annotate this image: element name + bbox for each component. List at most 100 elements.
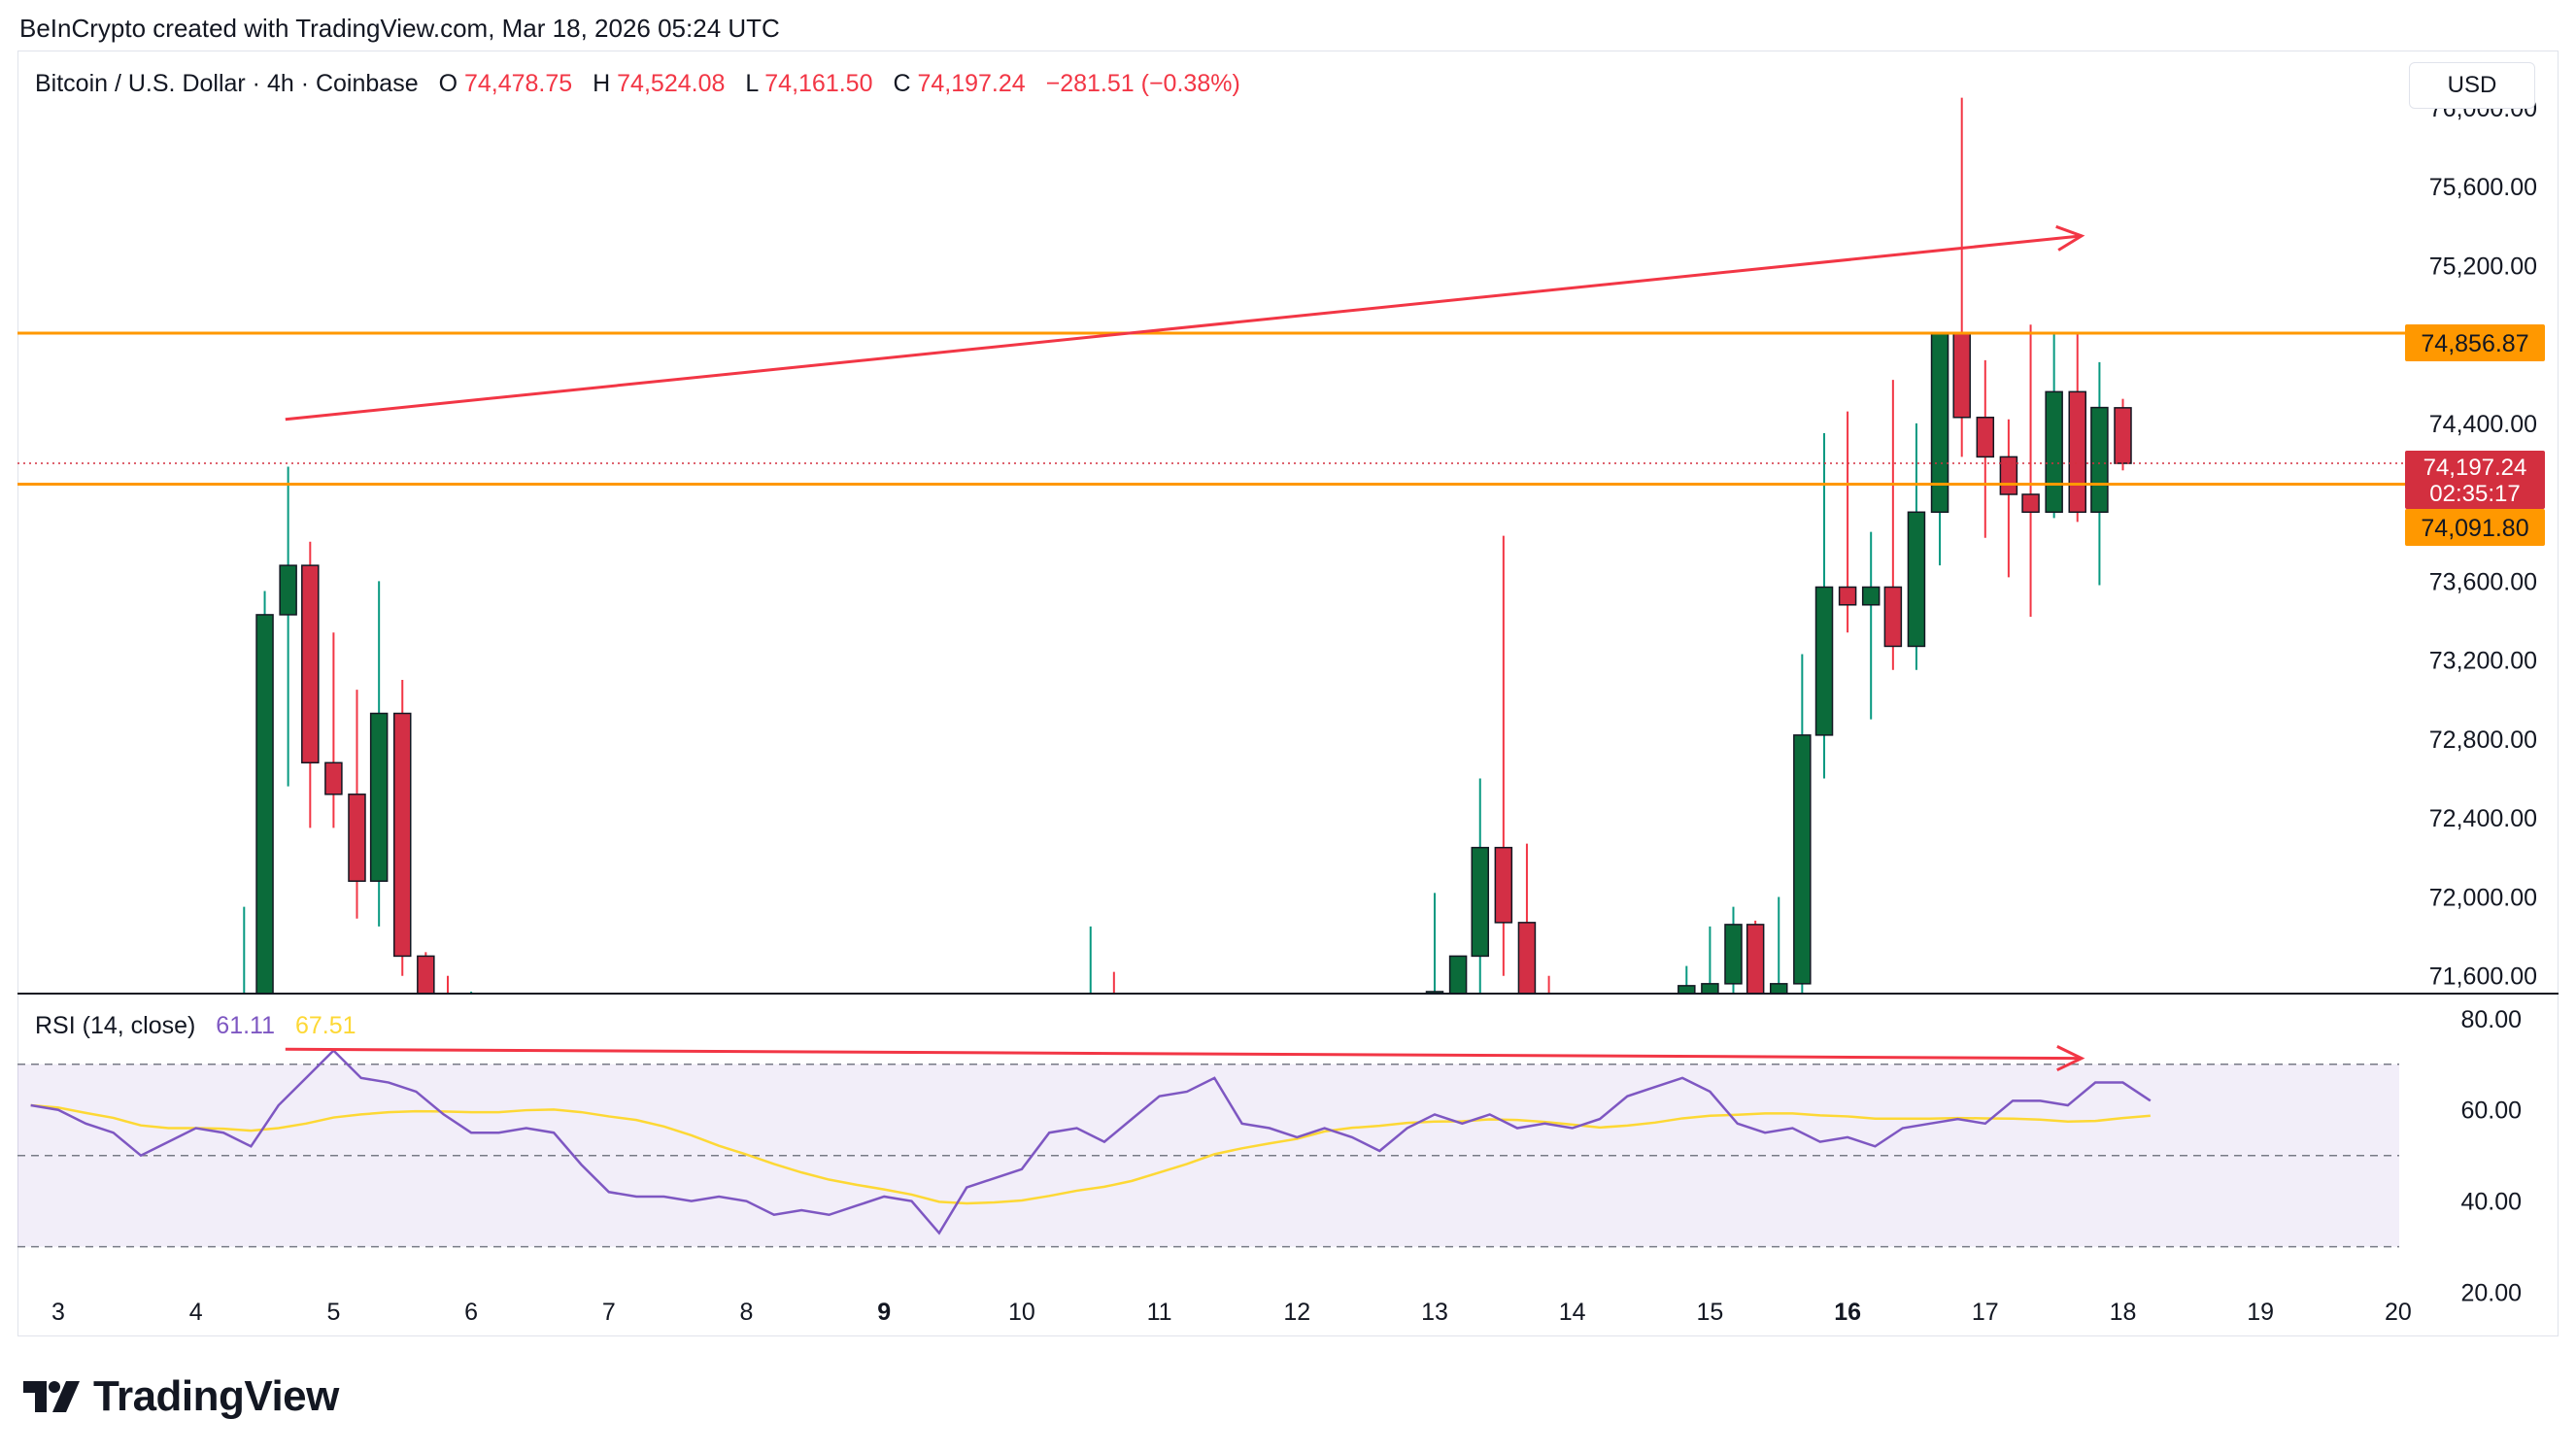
time-tick-label: 6 (464, 1299, 478, 1326)
time-tick-label: 9 (877, 1299, 891, 1326)
high-value: 74,524.08 (617, 70, 725, 97)
candle-body (1907, 511, 1926, 648)
price-tick-label: 74,400.00 (2429, 411, 2537, 438)
last-price-badge-text: 74,197.24 (2423, 455, 2527, 481)
price-legend: Bitcoin / U.S. Dollar · 4h · Coinbase O … (35, 70, 1240, 97)
low-label: L (745, 70, 759, 97)
price-tick-label: 73,200.00 (2429, 648, 2537, 675)
candle-body (1952, 331, 1971, 419)
rsi-divergence-arrow-head (2056, 1044, 2085, 1072)
time-tick-label: 20 (2385, 1299, 2412, 1326)
trend-arrow-head (2055, 224, 2085, 252)
rsi-legend: RSI (14, close) 61.11 67.51 (35, 1012, 356, 1039)
time-tick-label: 4 (189, 1299, 203, 1326)
time-tick-label: 10 (1008, 1299, 1035, 1326)
rsi-pane (17, 1044, 2399, 1248)
time-tick-label: 16 (1834, 1299, 1861, 1326)
candle-body (1793, 734, 1812, 985)
rsi-axis[interactable]: 80.00 60.00 40.00 20.00 (2460, 1006, 2522, 1307)
price-tick-label: 75,600.00 (2429, 174, 2537, 201)
candle-body (2090, 406, 2109, 514)
candle-body (2021, 493, 2040, 514)
currency-button[interactable]: USD (2409, 62, 2535, 109)
time-tick-label: 19 (2247, 1299, 2274, 1326)
last-price-badge (2405, 451, 2545, 509)
candle-body (1448, 955, 1468, 995)
candle-body (1471, 846, 1490, 958)
candle-body (1861, 586, 1881, 606)
candle-body (301, 564, 320, 764)
candle-body (1976, 417, 1995, 458)
symbol-label: Bitcoin / U.S. Dollar · 4h · Coinbase (35, 70, 419, 97)
low-value: 74,161.50 (764, 70, 872, 97)
candle-body (417, 955, 435, 995)
candle-body (1814, 586, 1834, 736)
price-tick-label: 72,800.00 (2429, 726, 2537, 754)
candle-body (1494, 846, 1513, 924)
tradingview-wordmark: TradingView (93, 1372, 339, 1420)
time-tick-label: 14 (1559, 1299, 1586, 1326)
candle-body (1746, 924, 1765, 995)
candle-body (1724, 924, 1743, 985)
rsi-tick-label: 60.00 (2460, 1098, 2522, 1125)
levels-layer (17, 224, 2405, 486)
candle-body (1838, 586, 1857, 606)
candle-body (393, 712, 412, 958)
price-tick-label: 73,600.00 (2429, 568, 2537, 595)
rsi-legend-name: RSI (14, close) (35, 1012, 195, 1039)
candle-body (1517, 922, 1537, 995)
close-label: C (893, 70, 910, 97)
close-value: 74,197.24 (917, 70, 1025, 97)
countdown-badge-text: 02:35:17 (2429, 481, 2520, 507)
price-tick-label: 75,200.00 (2429, 253, 2537, 280)
time-tick-label: 15 (1696, 1299, 1723, 1326)
rsi-legend-value: 61.11 (216, 1012, 275, 1039)
candle-body (1770, 983, 1788, 995)
rsi-divergence-arrow-line (285, 1047, 2082, 1061)
time-tick-label: 7 (602, 1299, 616, 1326)
price-badges: 74,856.87 74,197.24 02:35:17 74,091.80 (2405, 324, 2545, 546)
time-tick-label: 18 (2110, 1299, 2137, 1326)
change-value: −281.51 (−0.38%) (1046, 70, 1240, 97)
price-tick-label: 72,400.00 (2429, 805, 2537, 832)
rsi-tick-label: 40.00 (2460, 1189, 2522, 1216)
candles-layer (243, 97, 2132, 995)
time-tick-label: 17 (1972, 1299, 1999, 1326)
time-tick-label: 8 (740, 1299, 754, 1326)
candle-body (1678, 985, 1696, 995)
price-tick-label: 72,000.00 (2429, 884, 2537, 911)
open-label: O (439, 70, 458, 97)
time-tick-label: 11 (1147, 1299, 1172, 1326)
rsi-legend-ma-value: 67.51 (295, 1012, 356, 1039)
time-tick-label: 12 (1283, 1299, 1310, 1326)
price-axis[interactable]: 76,000.0075,600.0075,200.0074,400.0073,6… (2429, 95, 2537, 991)
candle-body (324, 761, 343, 795)
candle-body (2068, 390, 2086, 514)
high-label: H (593, 70, 610, 97)
rsi-tick-label: 80.00 (2460, 1006, 2522, 1033)
tradingview-logo-icon (23, 1381, 80, 1412)
resistance-badge-text: 74,856.87 (2421, 330, 2528, 357)
tradingview-logo[interactable]: TradingView (21, 1368, 339, 1426)
time-axis[interactable]: 3 4 5 6 7 8 9 10 11 12 13 14 15 16 17 18 19 20 (51, 1299, 2412, 1326)
candle-body (2114, 407, 2132, 464)
chart-frame (17, 51, 2559, 1336)
rsi-ma-line (30, 1103, 2151, 1205)
credit-line: BeInCrypto created with TradingView.com,… (19, 14, 780, 43)
candle-body (2045, 390, 2063, 514)
candle-body (1999, 456, 2018, 495)
rsi-tick-label: 20.00 (2460, 1280, 2522, 1307)
candle-body (369, 712, 389, 882)
support-badge-text: 74,091.80 (2421, 515, 2528, 542)
support-badge (2405, 509, 2545, 546)
time-tick-label: 5 (326, 1299, 340, 1326)
resistance-badge (2405, 324, 2545, 361)
price-tick-label: 71,600.00 (2429, 963, 2537, 991)
candle-body (348, 794, 366, 882)
time-tick-label: 3 (51, 1299, 65, 1326)
candle-body (255, 614, 274, 995)
candle-body (1883, 586, 1903, 648)
open-value: 74,478.75 (464, 70, 572, 97)
time-tick-label: 13 (1421, 1299, 1448, 1326)
